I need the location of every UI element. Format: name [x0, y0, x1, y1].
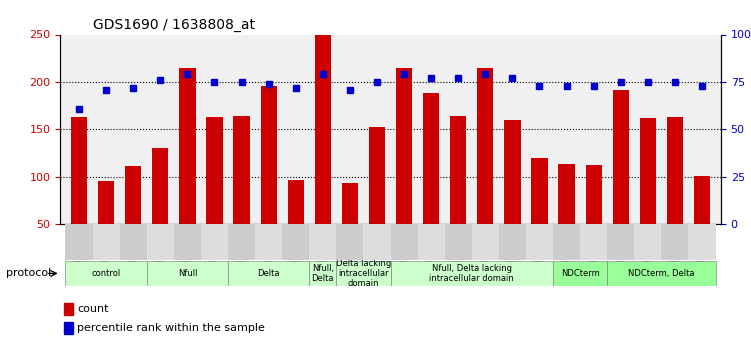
Bar [261, 86, 277, 272]
Bar [445, 224, 472, 260]
Bar [532, 158, 547, 272]
Bar [363, 224, 391, 260]
Bar [635, 224, 662, 260]
Text: count: count [77, 304, 108, 314]
Bar [526, 224, 553, 260]
Text: NDCterm, Delta: NDCterm, Delta [628, 269, 695, 278]
Text: control: control [92, 269, 121, 278]
Bar [396, 68, 412, 272]
Bar [504, 120, 520, 272]
Bar [423, 93, 439, 272]
FancyBboxPatch shape [309, 261, 336, 286]
Bar [391, 224, 418, 260]
Bar [98, 181, 114, 272]
Bar [418, 224, 445, 260]
Bar [146, 224, 173, 260]
Bar [472, 224, 499, 260]
Bar [282, 224, 309, 260]
FancyBboxPatch shape [608, 261, 716, 286]
FancyBboxPatch shape [391, 261, 553, 286]
Text: Delta lacking
intracellular
domain: Delta lacking intracellular domain [336, 258, 391, 288]
Text: GDS1690 / 1638808_at: GDS1690 / 1638808_at [93, 18, 255, 32]
Text: Delta: Delta [258, 269, 280, 278]
Text: Nfull,
Delta: Nfull, Delta [312, 264, 334, 283]
Bar [201, 224, 228, 260]
Text: protocol: protocol [7, 268, 52, 278]
Bar [613, 90, 629, 272]
Bar [477, 68, 493, 272]
Bar [553, 224, 580, 260]
FancyBboxPatch shape [553, 261, 608, 286]
Bar [559, 164, 575, 272]
Bar [667, 117, 683, 272]
Bar [119, 224, 146, 260]
Bar [689, 224, 716, 260]
FancyBboxPatch shape [146, 261, 228, 286]
Bar [640, 118, 656, 272]
Bar [369, 127, 385, 272]
Bar [179, 68, 195, 272]
FancyBboxPatch shape [336, 261, 391, 286]
FancyBboxPatch shape [65, 261, 146, 286]
Bar [315, 36, 331, 272]
Bar [450, 116, 466, 272]
Bar [64, 322, 74, 334]
Bar [255, 224, 282, 260]
Bar [152, 148, 168, 272]
Bar [586, 166, 602, 272]
Bar [173, 224, 201, 260]
Bar [71, 117, 87, 272]
Bar [608, 224, 635, 260]
Bar [580, 224, 608, 260]
Bar [342, 184, 358, 272]
Text: Nfull, Delta lacking
intracellular domain: Nfull, Delta lacking intracellular domai… [430, 264, 514, 283]
Bar [288, 180, 304, 272]
Bar [336, 224, 363, 260]
Bar [65, 224, 92, 260]
Bar [92, 224, 119, 260]
Text: NDCterm: NDCterm [561, 269, 599, 278]
Bar [207, 117, 222, 272]
Bar [234, 116, 249, 272]
Text: Nfull: Nfull [178, 269, 197, 278]
Bar [228, 224, 255, 260]
FancyBboxPatch shape [228, 261, 309, 286]
Text: percentile rank within the sample: percentile rank within the sample [77, 323, 265, 333]
Bar [309, 224, 336, 260]
Bar [694, 176, 710, 272]
Bar [662, 224, 689, 260]
Bar [125, 166, 141, 272]
Bar [499, 224, 526, 260]
Bar [64, 303, 74, 315]
